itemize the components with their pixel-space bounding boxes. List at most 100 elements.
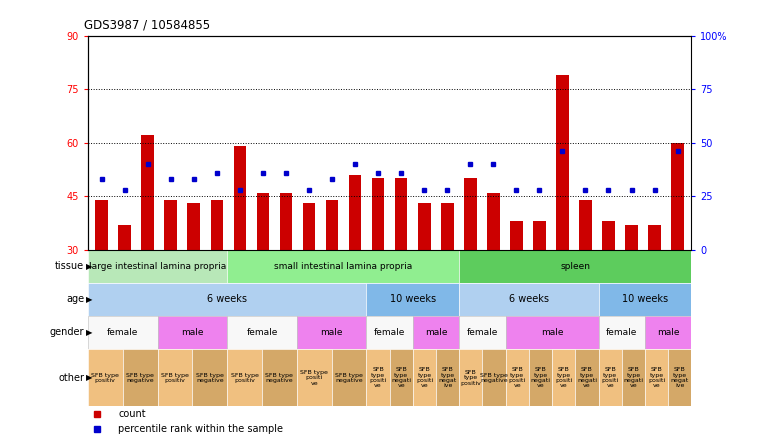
Bar bbox=[668, 349, 691, 406]
Bar bbox=[648, 225, 661, 250]
Text: other: other bbox=[58, 373, 84, 383]
Bar bbox=[413, 316, 459, 349]
Bar bbox=[367, 283, 459, 316]
Text: age: age bbox=[66, 294, 84, 304]
Bar bbox=[510, 221, 523, 250]
Text: SFB type
negative: SFB type negative bbox=[126, 373, 154, 383]
Text: SFB
type
positi
ve: SFB type positi ve bbox=[509, 367, 526, 388]
Bar bbox=[464, 178, 477, 250]
Bar bbox=[234, 146, 246, 250]
Bar bbox=[157, 349, 193, 406]
Text: ▶: ▶ bbox=[86, 373, 92, 382]
Text: SFB
type
negati
ve: SFB type negati ve bbox=[577, 367, 597, 388]
Bar bbox=[483, 349, 506, 406]
Text: 10 weeks: 10 weeks bbox=[622, 294, 668, 304]
Bar bbox=[280, 193, 293, 250]
Bar bbox=[88, 283, 367, 316]
Bar bbox=[506, 316, 598, 349]
Bar bbox=[296, 316, 367, 349]
Text: 10 weeks: 10 weeks bbox=[390, 294, 436, 304]
Text: SFB
type
positi
ve: SFB type positi ve bbox=[555, 367, 572, 388]
Bar bbox=[672, 143, 684, 250]
Text: large intestinal lamina propria: large intestinal lamina propria bbox=[89, 262, 226, 271]
Bar bbox=[367, 349, 390, 406]
Bar bbox=[187, 203, 200, 250]
Text: small intestinal lamina propria: small intestinal lamina propria bbox=[274, 262, 413, 271]
Bar bbox=[579, 200, 592, 250]
Bar bbox=[418, 203, 431, 250]
Bar bbox=[459, 283, 598, 316]
Text: SFB type
negative: SFB type negative bbox=[196, 373, 224, 383]
Bar bbox=[645, 316, 691, 349]
Bar bbox=[459, 250, 691, 283]
Bar bbox=[598, 283, 691, 316]
Text: tissue: tissue bbox=[55, 261, 84, 271]
Bar bbox=[164, 200, 177, 250]
Bar bbox=[88, 349, 123, 406]
Text: SFB
type
negati
ve: SFB type negati ve bbox=[391, 367, 411, 388]
Bar bbox=[413, 349, 436, 406]
Bar bbox=[533, 221, 545, 250]
Bar bbox=[602, 221, 615, 250]
Bar bbox=[257, 193, 269, 250]
Text: SFB
type
positiv: SFB type positiv bbox=[461, 370, 481, 386]
Bar bbox=[390, 349, 413, 406]
Text: SFB
type
positi
ve: SFB type positi ve bbox=[601, 367, 619, 388]
Bar bbox=[157, 316, 227, 349]
Bar bbox=[141, 135, 154, 250]
Bar bbox=[395, 178, 407, 250]
Bar bbox=[625, 225, 638, 250]
Bar bbox=[598, 349, 622, 406]
Bar bbox=[436, 349, 459, 406]
Text: male: male bbox=[320, 328, 343, 337]
Text: female: female bbox=[467, 328, 498, 337]
Text: SFB type
positiv: SFB type positiv bbox=[161, 373, 189, 383]
Text: SFB type
positiv: SFB type positiv bbox=[231, 373, 258, 383]
Text: female: female bbox=[606, 328, 637, 337]
Bar bbox=[348, 175, 361, 250]
Text: SFB type
negative: SFB type negative bbox=[335, 373, 363, 383]
Text: SFB
type
negati
ve: SFB type negati ve bbox=[623, 367, 643, 388]
Text: female: female bbox=[107, 328, 138, 337]
Bar bbox=[227, 349, 262, 406]
Text: SFB type
negative: SFB type negative bbox=[480, 373, 508, 383]
Bar bbox=[459, 316, 506, 349]
Bar bbox=[575, 349, 598, 406]
Text: SFB type
positi
ve: SFB type positi ve bbox=[300, 370, 328, 386]
Text: SFB
type
negat
ive: SFB type negat ive bbox=[439, 367, 457, 388]
Text: SFB
type
positi
ve: SFB type positi ve bbox=[648, 367, 665, 388]
Text: GDS3987 / 10584855: GDS3987 / 10584855 bbox=[84, 18, 210, 31]
Text: female: female bbox=[246, 328, 277, 337]
Bar bbox=[211, 200, 223, 250]
Bar bbox=[459, 349, 483, 406]
Text: count: count bbox=[118, 408, 146, 419]
Bar bbox=[88, 250, 227, 283]
Text: percentile rank within the sample: percentile rank within the sample bbox=[118, 424, 283, 434]
Text: SFB
type
negati
ve: SFB type negati ve bbox=[530, 367, 551, 388]
Bar bbox=[193, 349, 227, 406]
Bar bbox=[262, 349, 296, 406]
Bar bbox=[96, 200, 108, 250]
Text: male: male bbox=[181, 328, 203, 337]
Text: 6 weeks: 6 weeks bbox=[207, 294, 247, 304]
Text: 6 weeks: 6 weeks bbox=[509, 294, 549, 304]
Text: male: male bbox=[425, 328, 447, 337]
Bar bbox=[487, 193, 500, 250]
Text: SFB type
positiv: SFB type positiv bbox=[92, 373, 119, 383]
Bar bbox=[552, 349, 575, 406]
Text: SFB
type
positi
ve: SFB type positi ve bbox=[416, 367, 433, 388]
Bar bbox=[645, 349, 668, 406]
Text: SFB type
negative: SFB type negative bbox=[265, 373, 293, 383]
Text: ▶: ▶ bbox=[86, 262, 92, 271]
Bar bbox=[303, 203, 316, 250]
Text: ▶: ▶ bbox=[86, 328, 92, 337]
Bar bbox=[227, 316, 296, 349]
Bar bbox=[227, 250, 459, 283]
Text: male: male bbox=[541, 328, 563, 337]
Text: SFB
type
positi
ve: SFB type positi ve bbox=[370, 367, 387, 388]
Bar bbox=[556, 75, 568, 250]
Bar bbox=[622, 349, 645, 406]
Bar bbox=[88, 316, 157, 349]
Text: ▶: ▶ bbox=[86, 295, 92, 304]
Bar bbox=[506, 349, 529, 406]
